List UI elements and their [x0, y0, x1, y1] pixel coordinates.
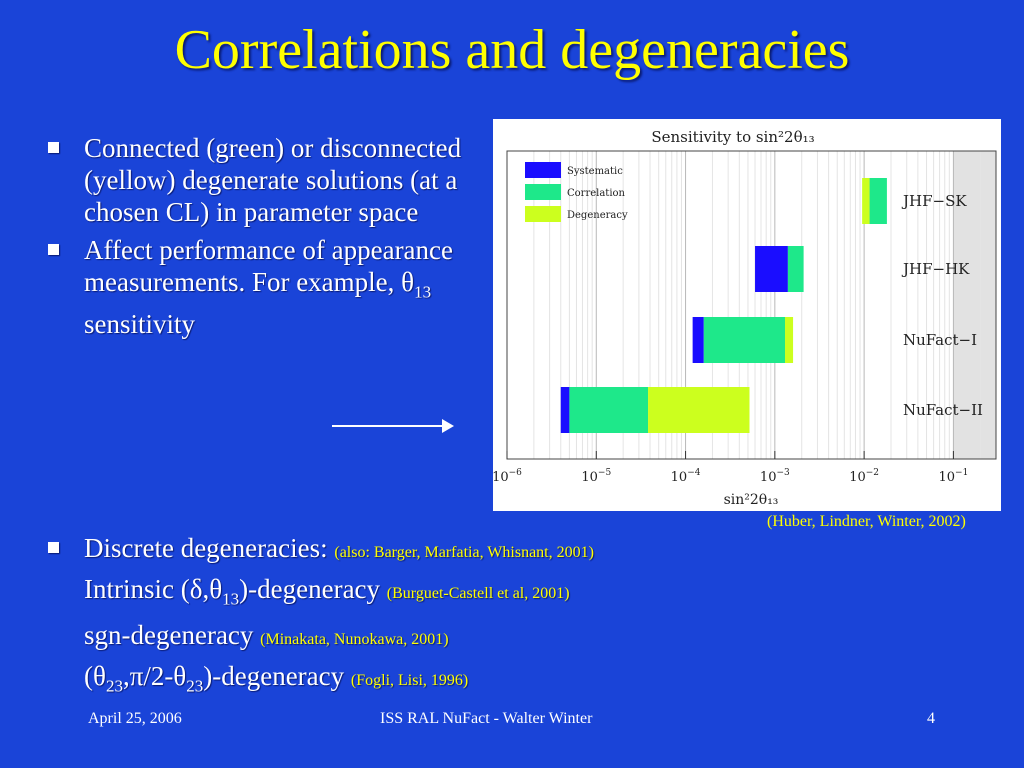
figure-caption: (Huber, Lindner, Winter, 2002): [767, 513, 966, 530]
reference-fogli: (Fogli, Lisi, 1996): [350, 672, 469, 690]
experiment-label: JHF−HK: [901, 260, 970, 278]
bullet-appearance-measurements: Affect performance of appearance measure…: [40, 234, 480, 340]
reference-barger: (also: Barger, Marfatia, Whisnant, 2001): [334, 544, 594, 561]
x-tick-label: 10−6: [493, 468, 522, 485]
sgn-degeneracy-line: sgn-degeneracy (Minakata, Nunokawa, 2001…: [40, 617, 594, 658]
bullet-square-icon: [48, 542, 59, 553]
legend-swatch: [525, 162, 561, 178]
reference-minakata: (Minakata, Nunokawa, 2001): [260, 631, 449, 649]
line-subscript-1: 23: [105, 676, 123, 696]
bullet-text-end: sensitivity: [84, 309, 196, 340]
x-tick-label: 10−5: [581, 468, 611, 485]
chart-x-axis-label: sin²2θ₁₃: [724, 492, 779, 508]
line-symbols: δ,θ: [189, 574, 223, 604]
legend-swatch: [525, 206, 561, 222]
footer-page-number: 4: [927, 710, 935, 727]
line-text-end: )-degeneracy: [203, 661, 351, 692]
x-tick-label: 10−3: [760, 468, 790, 485]
x-tick-label: 10−4: [671, 468, 701, 485]
line-subscript: 13: [222, 589, 240, 609]
x-tick-label: 10−2: [849, 468, 879, 485]
line-text: Intrinsic (: [84, 574, 190, 604]
footer-center: ISS RAL NuFact - Walter Winter: [380, 710, 593, 727]
intrinsic-degeneracy-line: Intrinsic (δ,θ13)-degeneracy (Burguet-Ca…: [40, 571, 594, 617]
bullet-text: Discrete degeneracies:: [84, 533, 335, 563]
plot-frame: [506, 150, 997, 460]
shaded-region: [953, 151, 996, 459]
theta-subscript: 13: [414, 282, 432, 302]
experiment-label: JHF−SK: [901, 192, 967, 210]
top-bullet-list: Connected (green) or disconnected (yello…: [40, 132, 480, 346]
sensitivity-chart: Sensitivity to sin²2θ₁₃ 10−6 10−5 10−4 10−3…: [493, 119, 1001, 511]
bullet-text: Affect performance of appearance measure…: [84, 235, 454, 297]
bar-degeneracy: [785, 317, 794, 363]
line-text-end: )-degeneracy: [239, 574, 387, 604]
bullet-square-icon: [48, 244, 59, 255]
bullet-degenerate-solutions: Connected (green) or disconnected (yello…: [40, 132, 480, 228]
line-subscript-2: 23: [186, 676, 204, 696]
legend-swatch: [525, 184, 561, 200]
legend-label: Correlation: [567, 188, 626, 199]
reference-burguet: (Burguet-Castell et al, 2001): [386, 585, 570, 602]
line-text: (θ: [84, 661, 106, 692]
arrow-right-icon: [442, 419, 454, 433]
experiment-label: NuFact−I: [903, 331, 977, 349]
bar-correlation: [569, 387, 649, 433]
bar-systematic: [755, 246, 788, 292]
theta-symbol: θ: [401, 267, 415, 297]
bar-degeneracy: [648, 387, 750, 433]
chart-title: Sensitivity to sin²2θ₁₃: [651, 128, 814, 146]
bar-correlation: [703, 317, 786, 363]
line-text: sgn-degeneracy: [84, 620, 261, 651]
chart-svg: Sensitivity to sin²2θ₁₃ 10−6 10−5 10−4 10−3…: [493, 128, 997, 508]
slide-title: Correlations and degeneracies: [174, 19, 850, 81]
x-tick-label: 10−1: [938, 468, 968, 485]
discrete-degeneracies-line: Discrete degeneracies: (also: Barger, Ma…: [40, 530, 594, 571]
bar-degeneracy: [862, 178, 870, 224]
bullet-square-icon: [48, 142, 59, 153]
octant-degeneracy-line: (θ23,π/2-θ23)-degeneracy (Fogli, Lisi, 1…: [40, 658, 594, 704]
bar-systematic: [560, 387, 570, 433]
legend-label: Degeneracy: [567, 210, 628, 221]
experiment-label: NuFact−II: [903, 401, 983, 419]
bar-correlation: [869, 178, 887, 224]
legend-label: Systematic: [567, 166, 623, 177]
bullet-text: Connected (green) or disconnected (yello…: [84, 133, 462, 227]
bar-correlation: [787, 246, 804, 292]
arrow-line: [332, 425, 444, 427]
bar-systematic: [692, 317, 704, 363]
line-symbols: ,π/2-θ: [122, 661, 187, 692]
footer-date: April 25, 2006: [88, 710, 182, 727]
bottom-bullet-list: Discrete degeneracies: (also: Barger, Ma…: [40, 530, 594, 705]
